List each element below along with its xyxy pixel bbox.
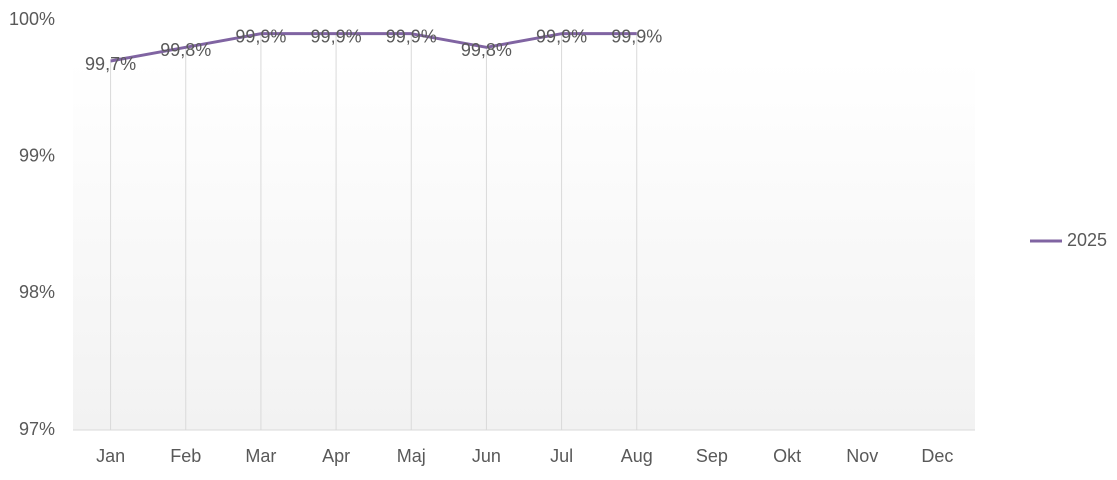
- x-tick-label: Dec: [921, 446, 953, 466]
- x-tick-label: Maj: [397, 446, 426, 466]
- legend-label: 2025: [1067, 230, 1107, 250]
- plot-background: [73, 60, 975, 430]
- x-tick-label: Mar: [245, 446, 276, 466]
- x-tick-label: Feb: [170, 446, 201, 466]
- series-line: [110, 32, 637, 63]
- x-tick-label: Jan: [96, 446, 125, 466]
- y-tick-label: 99%: [19, 145, 55, 165]
- y-tick-label: 97%: [19, 419, 55, 439]
- y-tick-label: 100%: [9, 9, 55, 29]
- x-tick-label: Apr: [322, 446, 350, 466]
- x-tick-label: Jul: [550, 446, 573, 466]
- x-tick-label: Okt: [773, 446, 801, 466]
- data-label: 99,9%: [235, 26, 286, 46]
- data-label: 99,9%: [386, 26, 437, 46]
- x-tick-label: Aug: [621, 446, 653, 466]
- x-tick-label: Jun: [472, 446, 501, 466]
- data-label: 99,8%: [461, 40, 512, 60]
- y-tick-label: 98%: [19, 282, 55, 302]
- data-label: 99,9%: [536, 26, 587, 46]
- x-tick-label: Sep: [696, 446, 728, 466]
- data-label: 99,9%: [311, 26, 362, 46]
- data-label: 99,7%: [85, 54, 136, 74]
- x-tick-label: Nov: [846, 446, 878, 466]
- data-label: 99,9%: [611, 26, 662, 46]
- data-label: 99,8%: [160, 40, 211, 60]
